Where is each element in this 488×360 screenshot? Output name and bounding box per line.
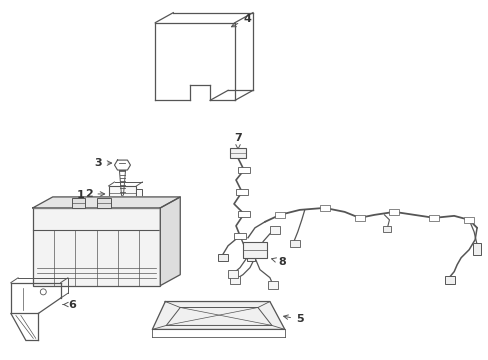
FancyBboxPatch shape — [383, 226, 390, 232]
Text: 5: 5 — [283, 314, 303, 324]
FancyBboxPatch shape — [472, 243, 480, 255]
Text: 8: 8 — [271, 257, 285, 267]
FancyBboxPatch shape — [218, 254, 227, 261]
FancyBboxPatch shape — [289, 240, 299, 247]
FancyBboxPatch shape — [236, 189, 247, 195]
FancyBboxPatch shape — [238, 211, 249, 217]
FancyBboxPatch shape — [428, 215, 438, 221]
FancyBboxPatch shape — [463, 217, 473, 223]
FancyBboxPatch shape — [444, 276, 454, 284]
Text: 2: 2 — [84, 189, 104, 199]
Text: 1: 1 — [77, 190, 85, 206]
FancyBboxPatch shape — [234, 233, 245, 239]
FancyBboxPatch shape — [319, 205, 329, 211]
FancyBboxPatch shape — [243, 242, 266, 258]
Text: 4: 4 — [231, 14, 250, 27]
FancyBboxPatch shape — [108, 186, 136, 202]
FancyBboxPatch shape — [229, 148, 245, 158]
FancyBboxPatch shape — [33, 208, 160, 285]
FancyBboxPatch shape — [238, 167, 249, 173]
Polygon shape — [160, 197, 180, 285]
FancyBboxPatch shape — [269, 226, 279, 234]
Polygon shape — [152, 302, 285, 329]
Circle shape — [40, 289, 46, 295]
Polygon shape — [33, 197, 180, 208]
FancyBboxPatch shape — [274, 212, 285, 218]
FancyBboxPatch shape — [388, 209, 399, 215]
FancyBboxPatch shape — [71, 198, 85, 208]
FancyBboxPatch shape — [97, 198, 111, 208]
Text: 6: 6 — [63, 300, 77, 310]
FancyBboxPatch shape — [136, 189, 142, 199]
FancyBboxPatch shape — [354, 215, 364, 221]
Text: 7: 7 — [234, 133, 242, 149]
Text: 3: 3 — [95, 158, 111, 168]
FancyBboxPatch shape — [227, 270, 238, 278]
FancyBboxPatch shape — [267, 280, 277, 289]
FancyBboxPatch shape — [246, 254, 254, 261]
FancyBboxPatch shape — [229, 276, 240, 284]
